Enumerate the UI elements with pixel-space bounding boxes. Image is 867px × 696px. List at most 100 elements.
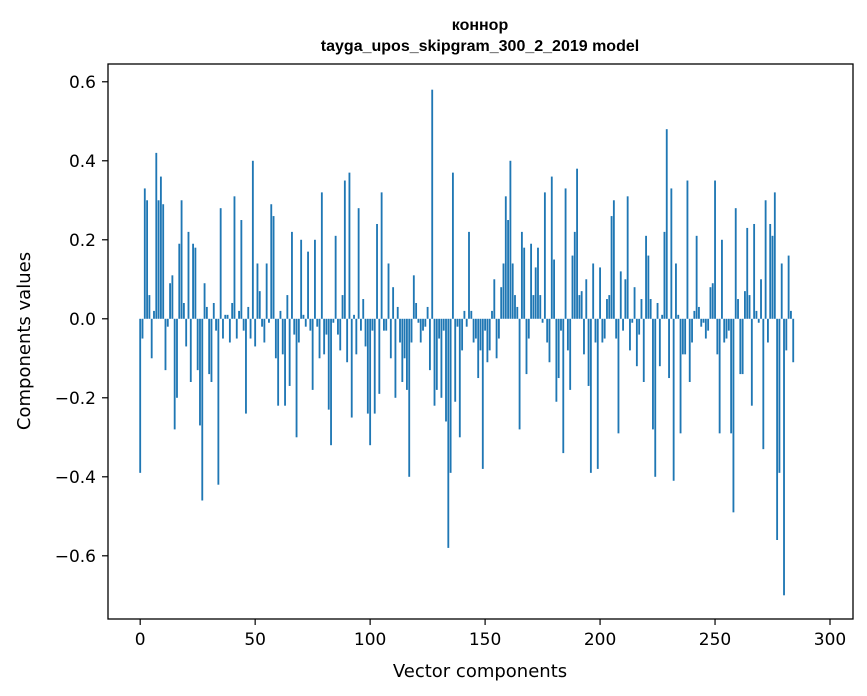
- bar: [571, 255, 574, 319]
- bar: [525, 318, 528, 375]
- bar: [369, 318, 372, 446]
- bar: [199, 318, 201, 426]
- bar: [291, 231, 293, 319]
- plot-area-frame: [107, 63, 854, 620]
- bar: [783, 318, 785, 596]
- bar: [408, 318, 411, 477]
- bar: [716, 318, 719, 355]
- bar: [502, 263, 505, 319]
- y-tick-label: −0.4: [55, 468, 96, 488]
- bar: [583, 318, 585, 355]
- bar: [599, 267, 601, 319]
- bar: [753, 223, 756, 319]
- bar: [162, 204, 165, 319]
- bar: [500, 287, 503, 319]
- bar: [615, 318, 618, 339]
- x-tick-label: 50: [244, 630, 266, 650]
- bar: [288, 318, 291, 386]
- x-tick-label: 0: [135, 630, 146, 650]
- bar: [624, 279, 627, 319]
- bar: [709, 287, 712, 319]
- bar: [578, 295, 581, 319]
- bar: [458, 318, 461, 438]
- y-tick-label: 0.0: [69, 310, 96, 330]
- bar: [714, 180, 716, 319]
- bar: [426, 306, 429, 319]
- bar: [550, 176, 553, 319]
- bar: [353, 314, 355, 319]
- bar: [663, 231, 666, 319]
- bar: [176, 318, 178, 398]
- y-axis-ticks: −0.6 −0.4 −0.2 0.0 0.2 0.4 0.6: [55, 73, 108, 567]
- bar: [629, 318, 631, 351]
- bar: [670, 188, 673, 319]
- bar: [146, 200, 149, 319]
- bar: [222, 318, 224, 339]
- bar: [387, 263, 390, 319]
- bar: [675, 263, 677, 319]
- bar: [700, 318, 703, 327]
- bar: [346, 318, 349, 363]
- bar: [251, 160, 254, 319]
- bar: [406, 318, 408, 390]
- bar: [691, 318, 693, 343]
- bar: [495, 318, 498, 359]
- bar: [327, 318, 330, 410]
- bar: [610, 216, 613, 319]
- bar: [440, 318, 443, 398]
- bar: [189, 318, 192, 382]
- bar: [767, 318, 769, 343]
- bar: [785, 318, 788, 351]
- bar: [268, 318, 270, 323]
- bar: [723, 318, 726, 343]
- bar: [357, 208, 360, 319]
- bar: [286, 295, 289, 319]
- bar: [681, 318, 684, 355]
- bar: [422, 318, 424, 331]
- bar: [642, 318, 645, 382]
- bar: [339, 318, 342, 351]
- bar: [173, 318, 176, 430]
- bar: [383, 318, 385, 331]
- bar: [159, 176, 162, 319]
- x-tick-label: 100: [354, 630, 386, 650]
- bar: [780, 263, 783, 319]
- bar: [573, 231, 576, 319]
- bar: [592, 263, 595, 319]
- bar: [371, 318, 374, 331]
- bar: [638, 318, 641, 335]
- bar: [194, 247, 197, 319]
- bar: [507, 220, 510, 319]
- bar: [263, 318, 266, 343]
- y-tick-label: 0.2: [69, 231, 96, 251]
- chart-title: коннор: [452, 17, 509, 34]
- bar: [277, 318, 280, 406]
- bar: [652, 318, 654, 430]
- bar: [155, 152, 158, 319]
- bar: [235, 318, 238, 339]
- bar: [504, 196, 507, 319]
- bar: [378, 318, 381, 394]
- bar: [341, 295, 344, 319]
- bar: [258, 291, 261, 319]
- bar: [741, 318, 744, 375]
- bar: [212, 302, 215, 319]
- bar: [164, 318, 167, 371]
- bar: [488, 318, 491, 351]
- bar: [548, 318, 551, 363]
- bar: [360, 318, 362, 331]
- bar: [645, 235, 647, 319]
- bar: [654, 318, 657, 477]
- bar: [297, 318, 300, 343]
- bar: [403, 318, 406, 359]
- bar: [665, 129, 668, 319]
- bar: [532, 295, 535, 319]
- bar: [148, 295, 151, 319]
- bar: [185, 318, 188, 347]
- bar: [270, 204, 273, 319]
- bar: [585, 279, 588, 319]
- bar: [399, 318, 401, 343]
- bar: [307, 251, 309, 319]
- bar: [771, 235, 774, 319]
- bar: [739, 318, 742, 375]
